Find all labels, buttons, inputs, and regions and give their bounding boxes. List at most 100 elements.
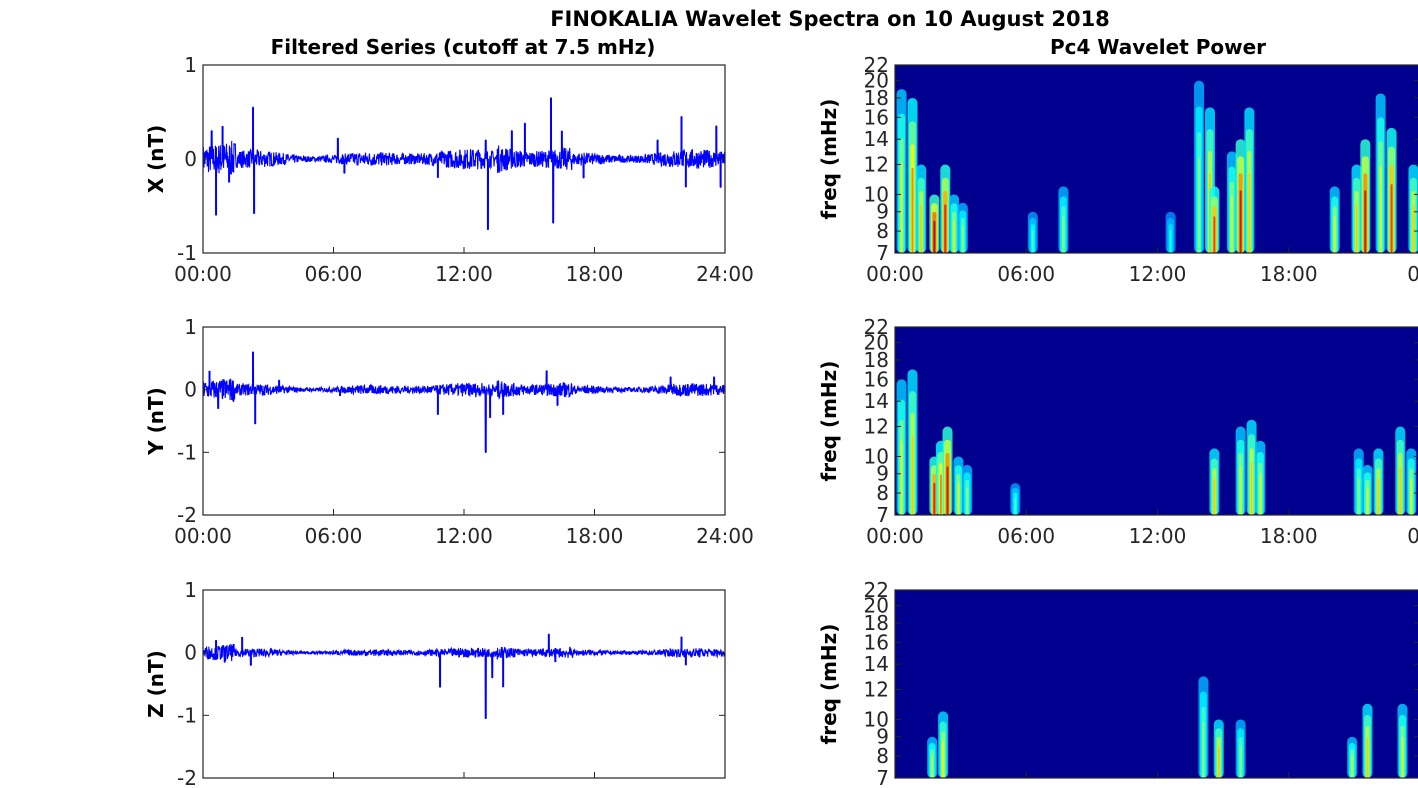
x-tick-label: 12:00 [1129, 524, 1187, 548]
wavelet-burst [942, 741, 945, 778]
wavelet-burst [933, 220, 936, 253]
x-tick-label: 06:00 [305, 262, 363, 286]
y-tick-label: -2 [177, 503, 197, 527]
wavelet-burst [1014, 497, 1017, 515]
x-tick-label: 18:00 [1260, 262, 1318, 286]
wavelet-burst [1410, 478, 1413, 515]
wavelet-burst [953, 220, 956, 253]
y-tick-label: 9 [876, 462, 889, 486]
y-tick-label: 12 [864, 153, 889, 177]
wavelet-burst [931, 755, 934, 778]
wavelet-burst [946, 466, 949, 515]
wavelet-burst [933, 482, 936, 515]
wavelet-burst [1412, 204, 1415, 253]
wavelet-burst [1366, 737, 1369, 778]
y-tick-label: 8 [876, 744, 889, 768]
wavelet-burst [1390, 184, 1393, 253]
wavelet-burst [900, 162, 903, 253]
wavelet-burst [1230, 197, 1233, 253]
wavelet-burst [1259, 474, 1262, 515]
wavelet-burst [1355, 204, 1358, 253]
wavelet-burst [920, 204, 923, 253]
x-tick-label: 00:00 [174, 524, 232, 548]
y-tick-label: 20 [864, 594, 889, 618]
y-tick-label: 22 [864, 578, 889, 602]
figure-title: FINOKALIA Wavelet Spectra on 10 August 2… [550, 7, 1110, 31]
y-tick-label: 22 [864, 53, 889, 77]
x-tick-label: 00:00 [866, 262, 924, 286]
x-tick-label: 00:00 [866, 524, 924, 548]
wavelet-burst [966, 487, 969, 515]
heatmap-background [895, 327, 1418, 515]
y-tick-label: 18 [864, 348, 889, 372]
y-tick-label: 0 [184, 641, 197, 665]
wavelet-burst [911, 434, 914, 515]
wavelet-burst [1213, 216, 1216, 253]
y-tick-label: 1 [184, 53, 197, 77]
wavelet-burst [1217, 745, 1220, 778]
y-tick-label: 18 [864, 611, 889, 635]
x-tick-label: 00:00 [174, 262, 232, 286]
wavelet-burst [1169, 230, 1172, 253]
y-tick-label: 18 [864, 86, 889, 110]
y-tick-label: 10 [864, 182, 889, 206]
y-tick-label: -1 [177, 241, 197, 265]
wavelet-burst [1239, 466, 1242, 515]
y-tick-label: 22 [864, 315, 889, 339]
y-tick-label: 12 [864, 415, 889, 439]
y-tick-label: 10 [864, 707, 889, 731]
x-tick-label: 12:00 [435, 524, 493, 548]
wavelet-burst [939, 474, 942, 515]
x-tick-label: 24:00 [696, 262, 754, 286]
y-axis-label: X (nT) [144, 125, 168, 194]
y-tick-label: 7 [876, 241, 889, 265]
wavelet-burst [1202, 722, 1205, 778]
x-tick-label: 24:00 [696, 524, 754, 548]
wavelet-burst [1239, 190, 1242, 253]
y-tick-label: 9 [876, 200, 889, 224]
series-line [202, 633, 726, 720]
y-tick-label: -1 [177, 703, 197, 727]
left-column-title: Filtered Series (cutoff at 7.5 mHz) [271, 35, 656, 59]
wavelet-burst [944, 204, 947, 253]
y-axis-label: Z (nT) [144, 650, 168, 718]
y-tick-label: 14 [864, 389, 889, 413]
wavelet-burst [1379, 165, 1382, 253]
y-tick-label: -1 [177, 440, 197, 464]
wavelet-burst [1198, 158, 1201, 253]
wavelet-burst [1062, 216, 1065, 253]
right-column-title: Pc4 Wavelet Power [1050, 35, 1266, 59]
wavelet-burst [961, 225, 964, 253]
heatmap-background [895, 590, 1418, 778]
y-tick-label: 8 [876, 219, 889, 243]
x-tick-label: 18:00 [566, 524, 624, 548]
y-tick-label: 0 [184, 378, 197, 402]
plot-area [203, 327, 725, 515]
y-axis-label: Y (nT) [144, 387, 168, 456]
wavelet-burst [1213, 478, 1216, 515]
x-tick-label: 00 [1407, 262, 1418, 286]
y-tick-label: 7 [876, 766, 889, 788]
y-tick-label: -2 [177, 766, 197, 788]
wavelet-burst [1248, 172, 1251, 253]
y-tick-label: 20 [864, 331, 889, 355]
wavelet-burst [957, 482, 960, 515]
y-tick-label: 1 [184, 578, 197, 602]
y-tick-label: 8 [876, 481, 889, 505]
wavelet-burst [911, 167, 914, 253]
wavelet-burst [1401, 737, 1404, 778]
wavelet-burst [1364, 190, 1367, 253]
y-tick-label: 9 [876, 725, 889, 749]
y-axis-label: freq (mHz) [817, 99, 841, 220]
wavelet-burst [1031, 230, 1034, 253]
x-tick-label: 12:00 [1129, 262, 1187, 286]
x-tick-label: 06:00 [305, 524, 363, 548]
wavelet-burst [1399, 466, 1402, 515]
y-tick-label: 16 [864, 105, 889, 129]
series-line [202, 97, 726, 231]
x-tick-label: 06:00 [997, 524, 1055, 548]
series-line [202, 351, 726, 453]
plot-area [203, 590, 725, 778]
y-tick-label: 7 [876, 503, 889, 527]
